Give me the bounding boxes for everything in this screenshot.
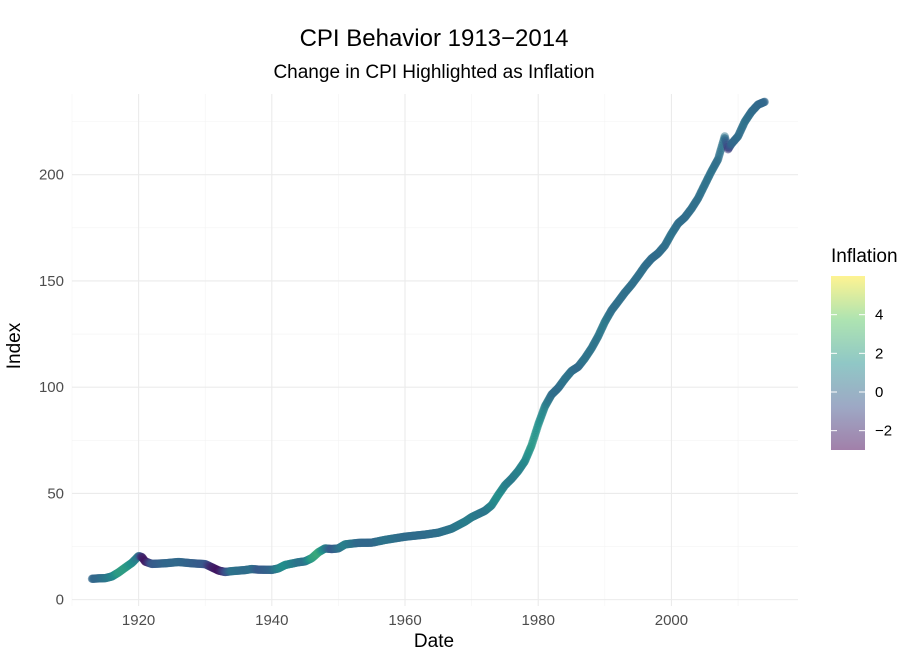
x-tick-label: 2000	[655, 612, 688, 629]
x-axis-ticks: 1920 1940 1960 1980 2000	[122, 612, 688, 629]
x-tick-label: 1920	[122, 612, 155, 629]
legend-tick-label: 2	[875, 345, 883, 362]
data-points	[87, 97, 769, 584]
x-tick-label: 1940	[255, 612, 288, 629]
y-tick-label: 100	[39, 379, 64, 396]
legend-tick-label: −2	[875, 423, 892, 440]
y-tick-label: 200	[39, 167, 64, 184]
x-axis-title: Date	[414, 631, 454, 652]
legend-tick-label: 4	[875, 307, 883, 324]
x-tick-label: 1960	[388, 612, 421, 629]
data-point	[760, 97, 769, 107]
legend-tick-label: 0	[875, 384, 883, 401]
y-tick-label: 50	[47, 485, 64, 502]
x-tick-label: 1980	[522, 612, 555, 629]
y-tick-label: 0	[56, 592, 64, 609]
y-axis-title: Index	[4, 322, 25, 369]
y-axis-ticks: 0 50 100 150 200	[39, 167, 64, 609]
legend-colorbar	[831, 276, 865, 450]
legend-ticks: −2 0 2 4	[831, 307, 892, 440]
legend: Inflation −2 0 2 4	[831, 246, 898, 450]
chart-title: CPI Behavior 1913−2014	[300, 25, 569, 52]
legend-title: Inflation	[831, 246, 898, 267]
chart-subtitle: Change in CPI Highlighted as Inflation	[273, 62, 594, 83]
y-tick-label: 150	[39, 273, 64, 290]
grid	[71, 94, 798, 606]
